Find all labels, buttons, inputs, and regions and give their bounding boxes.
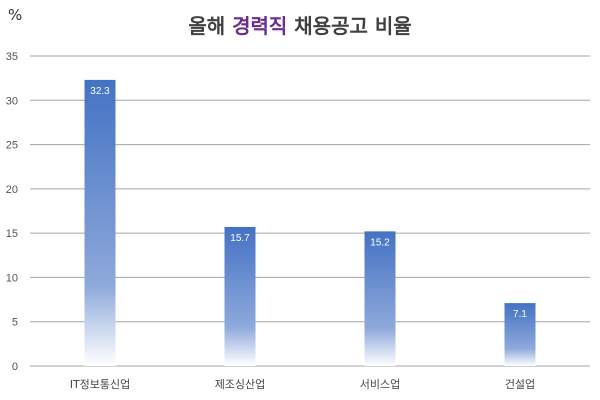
y-tick-label: 10 (6, 272, 18, 284)
labels: 0 5 10 15 20 25 30 35 32.3 IT정보통신업 15.7 제조싱산업 15.2 서비… (6, 51, 535, 391)
y-tick-label: 30 (6, 95, 18, 107)
bar (364, 231, 396, 366)
bar (224, 226, 256, 366)
data-label: 15.2 (370, 237, 390, 248)
chart-title-part2: 채용공고 비율 (287, 14, 412, 38)
bars (84, 79, 536, 367)
y-tick-label: 25 (6, 140, 18, 152)
y-tick-label: 35 (6, 51, 18, 63)
gridlines (30, 55, 590, 367)
data-label: 7.1 (513, 309, 527, 320)
y-tick-label: 5 (12, 317, 18, 329)
y-tick-label: 0 (12, 361, 18, 373)
x-tick-label: 건설업 (505, 378, 535, 391)
y-axis-unit-label: % (8, 6, 23, 24)
data-label: 15.7 (230, 233, 250, 244)
bar (504, 303, 536, 366)
y-tick-label: 15 (6, 228, 18, 240)
chart-title-highlight: 경력직 (232, 14, 288, 38)
data-label: 32.3 (90, 86, 110, 97)
x-tick-label: 서비스업 (360, 378, 400, 391)
chart-title-part1: 올해 (188, 14, 233, 38)
y-tick-label: 20 (6, 184, 18, 196)
x-tick-label: IT정보통신업 (70, 378, 131, 391)
bar (84, 79, 116, 367)
chart-title: 올해 경력직 채용공고 비율 (0, 10, 600, 39)
x-tick-label: 제조싱산업 (215, 378, 266, 391)
